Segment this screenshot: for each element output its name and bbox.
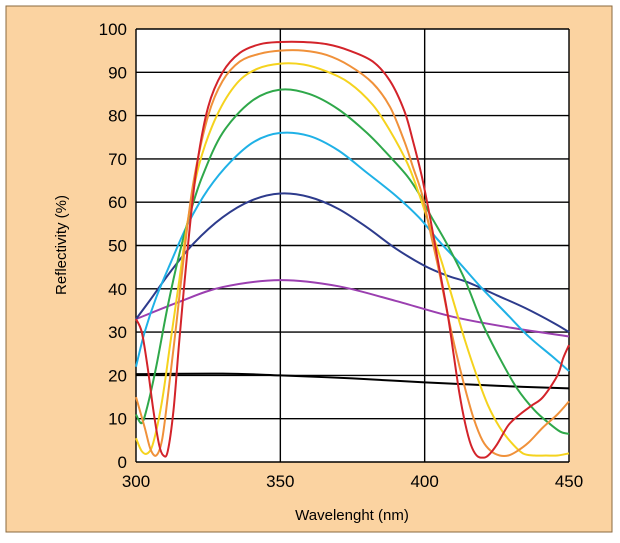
- x-tick-label-300: 300: [122, 472, 150, 491]
- series-line-7: [135, 49, 570, 458]
- series-line-1: [135, 372, 570, 390]
- y-axis-label: Reflectivity (%): [53, 195, 70, 295]
- x-tick-labels: 300 350 400 450: [122, 472, 583, 491]
- x-axis-label: Wavelenght (nm): [295, 507, 409, 524]
- series-line-6: [135, 62, 570, 457]
- series-layer: [135, 40, 570, 459]
- y-tick-label-90: 90: [108, 63, 127, 82]
- y-tick-labels: 0 10 20 30 40 50 60 70 80 90 100: [99, 20, 127, 472]
- series-line-3: [135, 192, 570, 333]
- y-tick-label-80: 80: [108, 107, 127, 126]
- x-tick-label-350: 350: [266, 472, 294, 491]
- y-tick-label-0: 0: [118, 453, 127, 472]
- y-tick-label-50: 50: [108, 237, 127, 256]
- y-tick-label-60: 60: [108, 193, 127, 212]
- series-line-4: [135, 131, 570, 372]
- x-tick-label-450: 450: [555, 472, 583, 491]
- y-tick-label-40: 40: [108, 280, 127, 299]
- x-tick-label-400: 400: [410, 472, 438, 491]
- series-line-2: [135, 279, 570, 338]
- y-tick-label-20: 20: [108, 366, 127, 385]
- y-tick-label-100: 100: [99, 20, 127, 39]
- y-tick-label-70: 70: [108, 150, 127, 169]
- series-line-5: [135, 88, 570, 435]
- y-tick-label-30: 30: [108, 323, 127, 342]
- series-line-8: [135, 40, 570, 459]
- y-tick-label-10: 10: [108, 410, 127, 429]
- gridlines: [135, 28, 570, 463]
